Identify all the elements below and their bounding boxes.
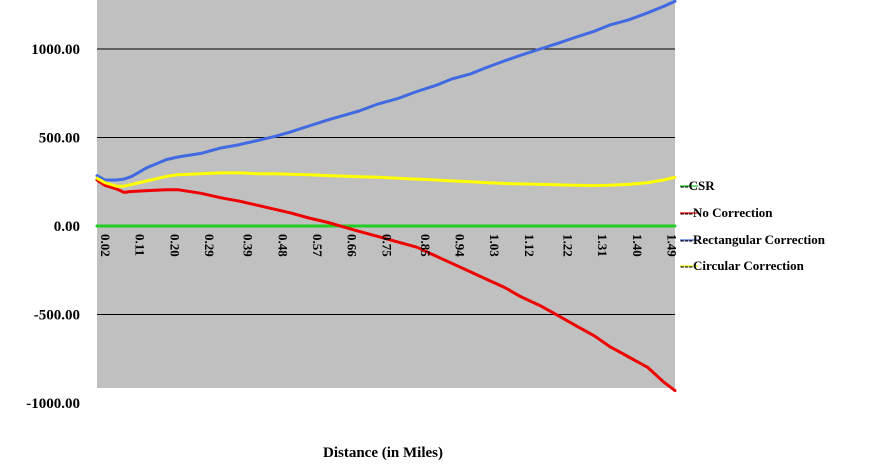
x-tick-label: 1.12 [522,234,537,257]
x-tick-label: 1.22 [560,234,575,257]
x-tick-label: 0.02 [98,234,113,257]
y-tick-label: 500.00 [39,131,80,147]
legend-label-2: ---Rectangular Correction [680,232,826,247]
x-tick-label: 0.94 [453,234,468,257]
y-axis: -1000.00 -500.00 0.00 500.00 1000.00 [26,42,80,412]
x-axis-title: Distance (in Miles) [323,445,443,461]
x-tick-label: 1.40 [630,234,645,257]
legend-label-0: --CSR [680,178,715,193]
x-tick-label: 1.03 [487,234,502,257]
x-tick-label: 0.85 [418,234,433,257]
legend: --CSR ---No Correction ---Rectangular Corr… [680,178,826,273]
series-line-2 [95,0,677,182]
x-tick-label: 0.66 [345,234,360,257]
x-tick-label: 0.29 [202,234,217,257]
y-tick-label: -500.00 [34,308,80,324]
y-tick-label: -1000.00 [26,396,80,412]
x-tick-label: 0.75 [379,234,394,257]
x-tick-label: 0.57 [310,234,325,257]
series-line-3 [95,171,677,188]
x-tick-label: 1.49 [664,234,679,257]
y-tick-label: 0.00 [54,219,80,235]
series-layer [95,0,677,393]
y-tick-label: 1000.00 [31,42,80,58]
series-line-1 [95,178,677,393]
x-tick-label: 0.11 [133,234,148,256]
x-tick-label: 1.31 [595,234,610,257]
legend-label-3: ---Circular Correction [680,258,805,273]
x-tick-label: 0.48 [275,234,290,257]
x-tick-label: 0.39 [241,234,256,257]
x-tick-label: 0.20 [167,234,182,257]
x-axis: 0.02 0.11 0.20 0.29 0.39 0.48 0.57 0.66 0.75 0.85… [98,234,679,257]
legend-label-1: ---No Correction [680,205,773,220]
plot-area [97,0,675,388]
